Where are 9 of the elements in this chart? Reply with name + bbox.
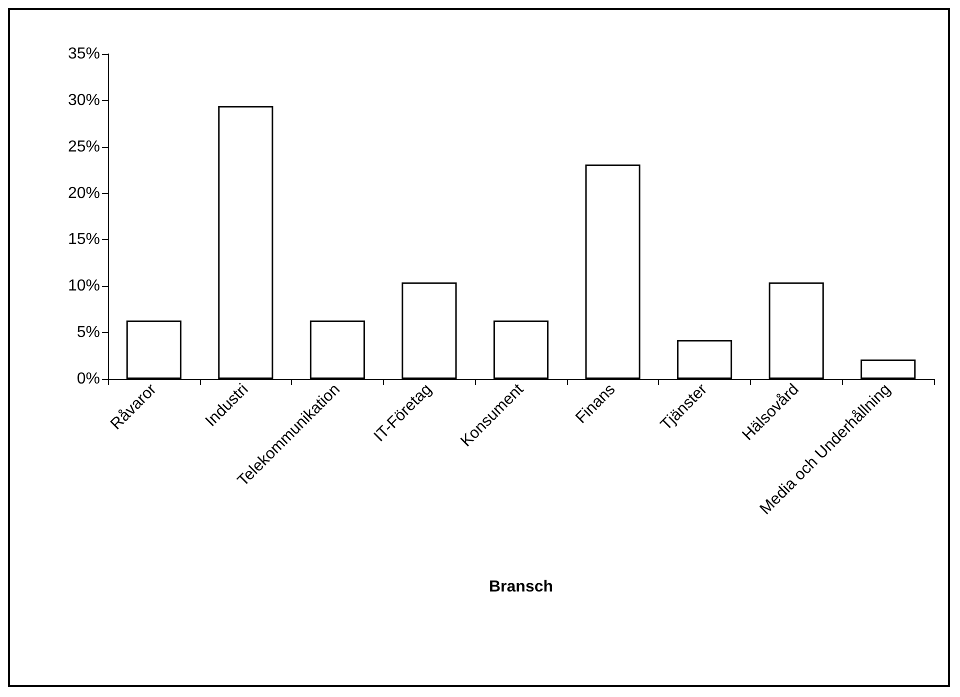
y-tick-label: 15% <box>68 231 100 248</box>
x-axis-title: Bransch <box>488 578 554 596</box>
y-tick-label: 10% <box>68 278 100 295</box>
y-tick-label: 35% <box>68 46 100 62</box>
y-tick-label: 30% <box>68 92 100 109</box>
y-tick-label: 20% <box>68 184 100 202</box>
y-tick-label: 25% <box>68 138 100 156</box>
y-tick-label: 5% <box>76 324 100 342</box>
y-tick-label: 0% <box>76 370 100 388</box>
